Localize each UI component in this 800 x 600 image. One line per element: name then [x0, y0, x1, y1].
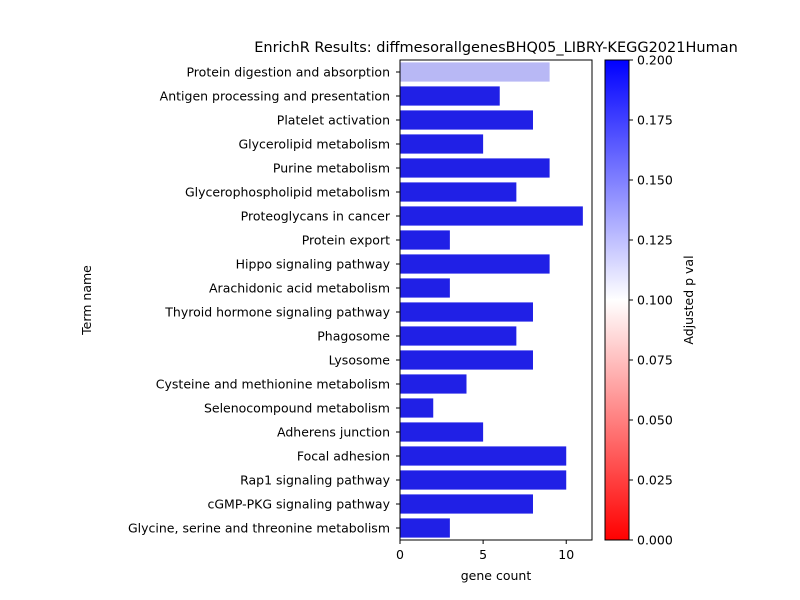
colorbar-label: Adjusted p val	[681, 255, 696, 344]
bar	[400, 350, 533, 370]
colorbar-tick-label: 0.025	[637, 473, 673, 488]
y-tick-label: Hippo signaling pathway	[236, 257, 391, 272]
plot-area	[400, 62, 583, 538]
colorbar-ticks: 0.000 0.025 0.050 0.075 0.100 0.125 0.150 0.175…	[629, 53, 673, 548]
y-tick-label: Purine metabolism	[273, 161, 390, 176]
x-axis-label: gene count	[461, 568, 532, 583]
y-tick-label: Glycerophospholipid metabolism	[185, 185, 390, 200]
y-tick-label: Rap1 signaling pathway	[240, 473, 391, 488]
y-tick-label: Protein export	[302, 233, 390, 248]
colorbar-tick-label: 0.175	[637, 113, 673, 128]
bar	[400, 86, 500, 106]
colorbar-tick-label: 0.150	[637, 173, 673, 188]
colorbar-tick-label: 0.075	[637, 353, 673, 368]
colorbar-tick-label: 0.200	[637, 53, 673, 68]
bar	[400, 470, 567, 490]
y-tick-label: Proteoglycans in cancer	[241, 209, 391, 224]
x-tick-label: 0	[396, 547, 404, 562]
bar	[400, 326, 517, 346]
colorbar: 0.000 0.025 0.050 0.075 0.100 0.125 0.150 0.175…	[604, 53, 696, 548]
bar	[400, 374, 467, 394]
bar	[400, 302, 533, 322]
bar	[400, 494, 533, 514]
y-axis-label: Term name	[79, 265, 94, 336]
bar	[400, 62, 550, 82]
y-tick-label: Arachidonic acid metabolism	[209, 281, 390, 296]
bar	[400, 182, 517, 202]
bar	[400, 518, 450, 538]
y-axis: Protein digestion and absorption Antigen …	[128, 65, 400, 536]
y-tick-label: Phagosome	[317, 329, 390, 344]
y-tick-label: Platelet activation	[277, 113, 390, 128]
bar	[400, 110, 533, 130]
y-tick-label: Focal adhesion	[297, 449, 390, 464]
colorbar-tick-label: 0.000	[637, 533, 673, 548]
x-axis: 0 5 10	[396, 540, 574, 562]
bar	[400, 134, 484, 154]
colorbar-gradient	[604, 59, 630, 541]
x-tick-label: 5	[479, 547, 487, 562]
y-tick-label: Selenocompound metabolism	[204, 401, 390, 416]
bar	[400, 158, 550, 178]
y-tick-label: Protein digestion and absorption	[186, 65, 390, 80]
colorbar-tick-label: 0.100	[637, 293, 673, 308]
y-tick-label: Adherens junction	[277, 425, 390, 440]
y-tick-label: Thyroid hormone signaling pathway	[164, 305, 390, 320]
bar	[400, 398, 434, 418]
axes-frame	[399, 59, 593, 541]
y-tick-label: Antigen processing and presentation	[160, 89, 390, 104]
y-tick-label: Glycerolipid metabolism	[238, 137, 390, 152]
x-tick-label: 10	[558, 547, 574, 562]
y-tick-label: cGMP-PKG signaling pathway	[208, 497, 391, 512]
colorbar-tick-label: 0.125	[637, 233, 673, 248]
bar	[400, 230, 450, 250]
bar	[400, 206, 583, 226]
bar	[400, 278, 450, 298]
y-tick-label: Cysteine and methionine metabolism	[156, 377, 390, 392]
colorbar-tick-label: 0.050	[637, 413, 673, 428]
chart-title: EnrichR Results: diffmesorallgenesBHQ05_…	[254, 40, 738, 56]
y-tick-label: Lysosome	[329, 353, 391, 368]
bar	[400, 254, 550, 274]
y-tick-label: Glycine, serine and threonine metabolism	[128, 521, 390, 536]
bar	[400, 422, 484, 442]
bar	[400, 446, 567, 466]
